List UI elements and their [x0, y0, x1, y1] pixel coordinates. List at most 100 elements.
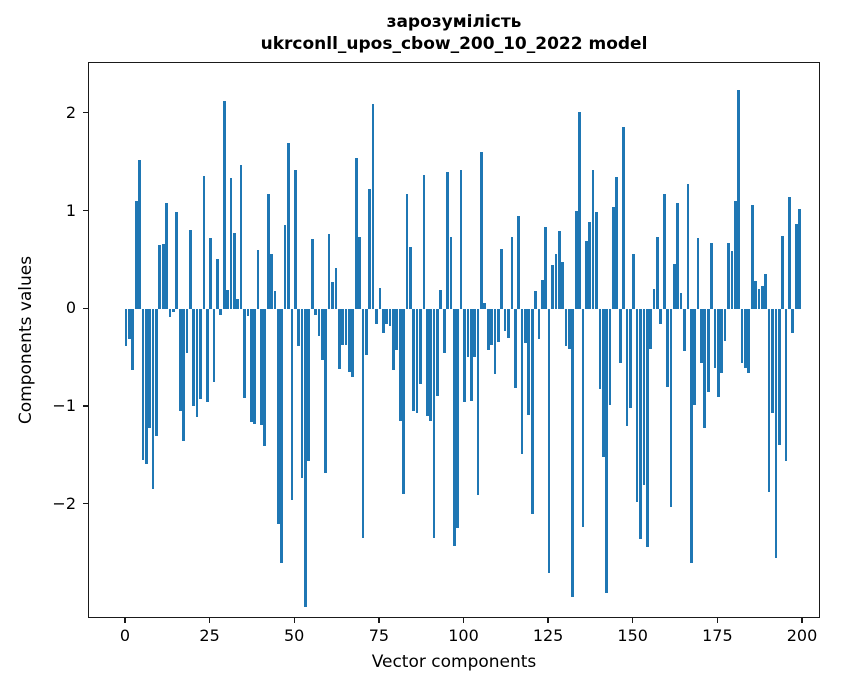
- bar: [656, 236, 659, 310]
- bar: [727, 242, 730, 310]
- y-axis-label: Components values: [16, 255, 36, 425]
- chart-subtitle: ukrconll_upos_cbow_200_10_2022 model: [260, 34, 648, 54]
- bar: [622, 126, 625, 310]
- bar: [639, 309, 642, 539]
- bar: [304, 309, 307, 608]
- x-axis-label: Vector components: [371, 652, 537, 672]
- bar: [222, 101, 226, 310]
- bar: [192, 309, 196, 406]
- plot-area: [88, 62, 820, 618]
- bar: [764, 274, 768, 310]
- bar: [463, 309, 466, 403]
- bar: [642, 309, 646, 486]
- bar: [554, 253, 558, 310]
- bar: [669, 309, 673, 507]
- x-tick-label: 50: [284, 626, 305, 645]
- bar: [490, 309, 493, 346]
- bar: [591, 170, 595, 310]
- x-tick-mark: [293, 618, 295, 623]
- y-tick-mark: [83, 503, 88, 505]
- chart-title: зарозумілість: [386, 12, 522, 32]
- bar: [574, 210, 578, 310]
- bar: [378, 287, 382, 310]
- bar: [723, 309, 727, 342]
- bar: [713, 309, 717, 368]
- bar: [317, 309, 321, 336]
- bar: [493, 309, 497, 374]
- bar: [402, 309, 405, 494]
- y-tick-label: 1: [65, 200, 76, 220]
- bar: [659, 309, 663, 324]
- bar: [165, 202, 168, 310]
- bar: [297, 309, 300, 347]
- bar: [744, 309, 747, 368]
- bar: [188, 230, 192, 310]
- bar: [178, 309, 182, 411]
- bar: [314, 309, 317, 316]
- bar: [774, 309, 778, 559]
- x-tick-label: 100: [448, 626, 479, 645]
- bar: [260, 309, 263, 425]
- bar: [331, 281, 334, 310]
- x-tick-mark: [208, 618, 211, 623]
- bar: [141, 309, 145, 460]
- bar: [134, 200, 138, 310]
- bar: [595, 211, 598, 310]
- bar: [351, 309, 355, 377]
- bar: [415, 309, 419, 413]
- bar: [327, 234, 331, 310]
- bar: [612, 206, 615, 310]
- x-tick-label: 0: [119, 626, 131, 645]
- x-tick-mark: [378, 618, 380, 623]
- bar: [280, 309, 284, 564]
- bar: [381, 309, 385, 333]
- bar: [398, 309, 402, 421]
- bar: [581, 309, 585, 528]
- x-tick-label: 200: [786, 626, 818, 645]
- bar: [172, 309, 175, 313]
- bar: [625, 309, 629, 427]
- bar: [371, 104, 375, 310]
- x-tick-mark: [547, 618, 549, 623]
- y-tick-mark: [83, 405, 88, 407]
- bar: [720, 309, 724, 373]
- bar: [283, 225, 287, 310]
- bar: [449, 236, 453, 310]
- bar: [375, 309, 378, 324]
- bar: [408, 246, 412, 310]
- bar: [205, 309, 209, 403]
- bar: [266, 193, 270, 310]
- bar: [710, 242, 713, 310]
- bar: [456, 309, 460, 529]
- bar: [361, 309, 365, 538]
- y-tick-mark: [83, 112, 88, 114]
- bar: [615, 177, 619, 310]
- bar: [679, 292, 683, 310]
- bar: [442, 309, 446, 354]
- bar: [544, 227, 548, 310]
- bar: [128, 309, 131, 339]
- bar: [662, 193, 666, 310]
- bar: [480, 151, 483, 310]
- bar: [405, 193, 409, 310]
- y-tick-label: −2: [52, 493, 76, 513]
- bar: [700, 309, 703, 363]
- bar: [185, 309, 189, 354]
- x-tick-label: 150: [617, 626, 648, 645]
- bar: [618, 309, 622, 363]
- bar: [683, 309, 686, 352]
- bar: [689, 309, 693, 564]
- bar: [666, 309, 669, 388]
- bar: [276, 309, 280, 525]
- y-tick-label: −1: [52, 396, 76, 415]
- bar: [368, 189, 372, 310]
- bar: [459, 170, 463, 310]
- bar: [496, 309, 500, 343]
- bar: [784, 309, 788, 461]
- bar: [358, 236, 361, 310]
- bar: [344, 309, 348, 346]
- bar: [422, 175, 426, 310]
- bars-container: [89, 63, 819, 617]
- bar: [161, 243, 165, 310]
